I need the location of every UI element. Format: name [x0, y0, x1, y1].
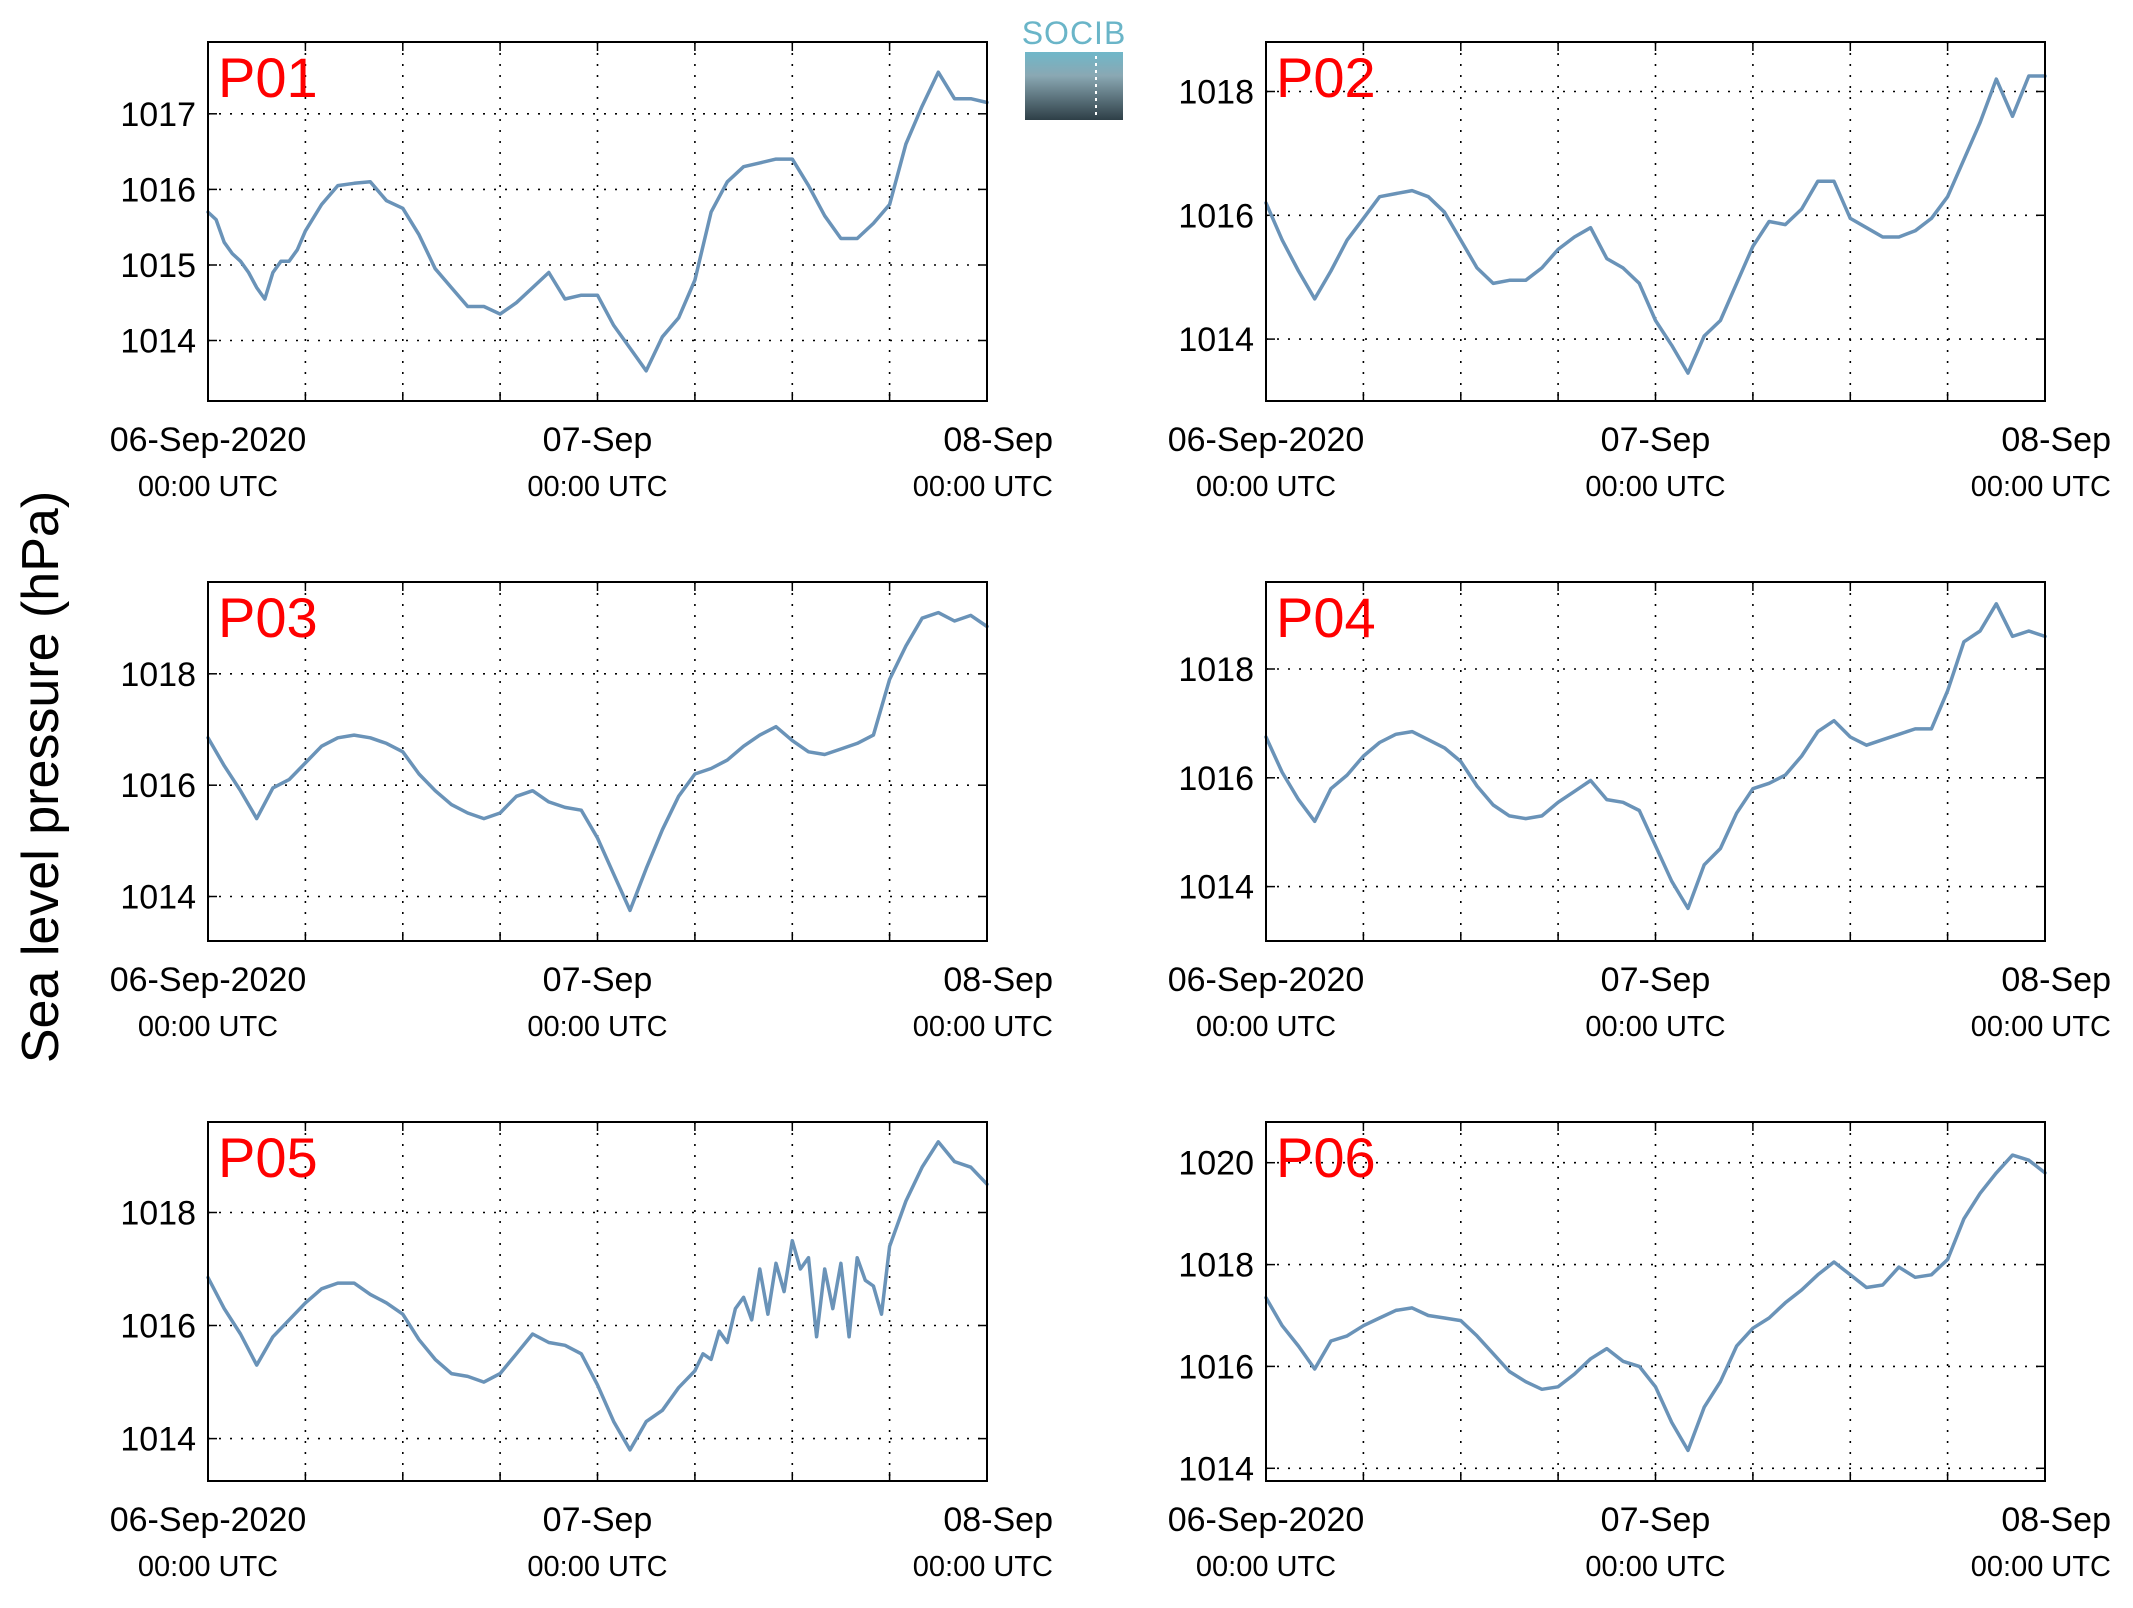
x-tick-label-date: 06-Sep-2020	[1168, 1501, 1365, 1539]
series-line	[206, 610, 989, 913]
socib-logo-text: SOCIB	[1022, 15, 1127, 51]
plot-frame	[207, 41, 988, 402]
y-tick-label: 1016	[1178, 760, 1254, 798]
chart-panel-p03: 1014 1016 1018 06-Sep-2020 00:00 UTC 07-Sep 00…	[110, 581, 1053, 1043]
y-tick-label: 1014	[120, 1421, 196, 1459]
x-tick-label-date: 06-Sep-2020	[110, 961, 307, 999]
x-tick-label-date: 07-Sep	[543, 1501, 653, 1539]
y-tick-label: 1018	[1178, 74, 1254, 112]
plot-area	[1266, 1122, 2045, 1481]
x-tick-label-date: 06-Sep-2020	[1168, 961, 1365, 999]
chart-panel-p04: 1014 1016 1018 06-Sep-2020 00:00 UTC 07-Sep 00…	[1168, 581, 2111, 1043]
x-tick-label-date: 07-Sep	[543, 421, 653, 459]
socib-logo: SOCIB	[1022, 15, 1127, 120]
x-tick-label-time: 00:00 UTC	[913, 471, 1053, 503]
y-tick-label: 1017	[120, 96, 196, 134]
x-tick-label-date: 06-Sep-2020	[1168, 421, 1365, 459]
x-tick-label-time: 00:00 UTC	[138, 1551, 278, 1583]
x-tick-label-date: 08-Sep	[2001, 421, 2111, 459]
x-tick-label-time: 00:00 UTC	[913, 1011, 1053, 1043]
y-axis-label: Sea level pressure (hPa)	[12, 491, 70, 1063]
y-tick-label: 1014	[1178, 1450, 1254, 1488]
x-tick-label-time: 00:00 UTC	[527, 471, 667, 503]
y-tick-label: 1018	[120, 1195, 196, 1233]
x-tick-label-time: 00:00 UTC	[1196, 1011, 1336, 1043]
x-tick-label-time: 00:00 UTC	[527, 1551, 667, 1583]
plot-area	[208, 582, 987, 941]
x-tick-label-date: 08-Sep	[943, 961, 1053, 999]
y-tick-label: 1014	[1178, 869, 1254, 907]
y-tick-label: 1016	[120, 767, 196, 805]
x-tick-label-date: 06-Sep-2020	[110, 421, 307, 459]
series-line	[206, 70, 989, 373]
x-tick-label-date: 07-Sep	[1601, 1501, 1711, 1539]
socib-logo-mark	[1025, 52, 1123, 120]
x-tick-label-date: 06-Sep-2020	[110, 1501, 307, 1539]
x-tick-label-date: 07-Sep	[1601, 961, 1711, 999]
y-tick-label: 1018	[120, 656, 196, 694]
x-tick-label-date: 08-Sep	[943, 421, 1053, 459]
x-tick-label-time: 00:00 UTC	[138, 1011, 278, 1043]
y-tick-label: 1016	[1178, 1348, 1254, 1386]
plot-frame	[207, 581, 988, 942]
plot-area	[1266, 42, 2045, 401]
y-tick-label: 1015	[120, 247, 196, 285]
series-line	[206, 1140, 989, 1452]
plot-frame	[207, 1121, 988, 1482]
x-tick-label-time: 00:00 UTC	[1971, 1011, 2111, 1043]
y-tick-label: 1020	[1178, 1145, 1254, 1183]
panel-label: P05	[218, 1126, 318, 1189]
series-line	[1264, 602, 2047, 911]
y-tick-label: 1016	[120, 1308, 196, 1346]
x-tick-label-date: 07-Sep	[543, 961, 653, 999]
plot-area	[1266, 582, 2045, 941]
x-tick-label-time: 00:00 UTC	[1971, 471, 2111, 503]
series-line	[1264, 1153, 2047, 1453]
y-tick-label: 1016	[1178, 197, 1254, 235]
x-tick-label-time: 00:00 UTC	[1971, 1551, 2111, 1583]
panel-label: P02	[1276, 46, 1376, 109]
x-tick-label-time: 00:00 UTC	[913, 1551, 1053, 1583]
series-line	[1264, 74, 2047, 375]
plot-frame	[1265, 41, 2046, 402]
x-tick-label-date: 07-Sep	[1601, 421, 1711, 459]
x-tick-label-date: 08-Sep	[943, 1501, 1053, 1539]
x-tick-label-time: 00:00 UTC	[1196, 1551, 1336, 1583]
panel-label: P01	[218, 46, 318, 109]
chart-panel-p01: 1014 1015 1016 1017 06-Sep-2020 00:00 UTC 07-S…	[110, 41, 1053, 503]
y-tick-label: 1018	[1178, 1247, 1254, 1285]
chart-panel-p02: 1014 1016 1018 06-Sep-2020 00:00 UTC 07-Sep 00…	[1168, 41, 2111, 503]
x-tick-label-time: 00:00 UTC	[138, 471, 278, 503]
y-tick-label: 1014	[1178, 321, 1254, 359]
plot-area	[208, 42, 987, 401]
chart-panel-p06: 1014 1016 1018 1020 06-Sep-2020 00:00 UTC 07-S…	[1168, 1121, 2111, 1583]
x-tick-label-time: 00:00 UTC	[1196, 471, 1336, 503]
panel-label: P06	[1276, 1126, 1376, 1189]
chart-panel-p05: 1014 1016 1018 06-Sep-2020 00:00 UTC 07-Sep 00…	[110, 1121, 1053, 1583]
y-tick-label: 1016	[120, 171, 196, 209]
plot-area	[208, 1122, 987, 1481]
y-tick-label: 1014	[120, 879, 196, 917]
plot-frame	[1265, 1121, 2046, 1482]
x-tick-label-time: 00:00 UTC	[527, 1011, 667, 1043]
panel-label: P04	[1276, 586, 1376, 649]
y-tick-label: 1014	[120, 323, 196, 361]
y-tick-label: 1018	[1178, 651, 1254, 689]
x-tick-label-time: 00:00 UTC	[1585, 471, 1725, 503]
x-tick-label-time: 00:00 UTC	[1585, 1551, 1725, 1583]
x-tick-label-date: 08-Sep	[2001, 1501, 2111, 1539]
x-tick-label-date: 08-Sep	[2001, 961, 2111, 999]
panels-group: 1014 1015 1016 1017 06-Sep-2020 00:00 UTC 07-S…	[110, 41, 2111, 1583]
plot-frame	[1265, 581, 2046, 942]
x-tick-label-time: 00:00 UTC	[1585, 1011, 1725, 1043]
panel-label: P03	[218, 586, 318, 649]
